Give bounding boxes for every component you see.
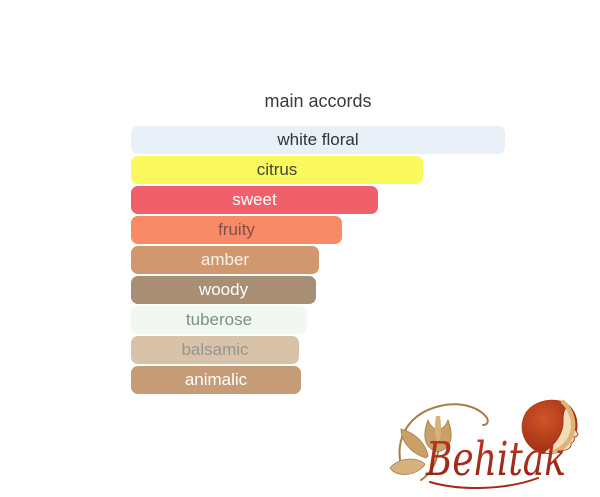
accord-row: tuberose xyxy=(131,306,505,334)
accords-bar-list: white floral citrus sweet fruity amber woody t… xyxy=(131,126,505,394)
accord-bar-fruity: fruity xyxy=(131,216,342,244)
chart-title: main accords xyxy=(264,91,372,111)
accord-bar-citrus: citrus xyxy=(131,156,423,184)
behitak-logo: Behitak xyxy=(388,398,582,492)
woman-face-icon xyxy=(521,399,579,456)
accord-bar-sweet: sweet xyxy=(131,186,378,214)
accord-bar-white-floral: white floral xyxy=(131,126,505,154)
accord-bar-woody: woody xyxy=(131,276,316,304)
accord-row: balsamic xyxy=(131,336,505,364)
accord-row: sweet xyxy=(131,186,505,214)
accord-row: woody xyxy=(131,276,505,304)
accord-bar-balsamic: balsamic xyxy=(131,336,299,364)
accord-row: fruity xyxy=(131,216,505,244)
accord-row: amber xyxy=(131,246,505,274)
main-accords-chart: main accords white floral citrus sweet frui… xyxy=(131,90,505,396)
flower-icon xyxy=(389,403,489,481)
accord-row: citrus xyxy=(131,156,505,184)
accord-row: animalic xyxy=(131,366,505,394)
accord-row: white floral xyxy=(131,126,505,154)
accord-bar-amber: amber xyxy=(131,246,319,274)
accord-bar-tuberose: tuberose xyxy=(131,306,307,334)
accord-bar-animalic: animalic xyxy=(131,366,301,394)
brand-underline-swash xyxy=(429,477,539,489)
behitak-logo-graphic: Behitak xyxy=(389,399,579,489)
brand-name: Behitak xyxy=(425,432,566,487)
